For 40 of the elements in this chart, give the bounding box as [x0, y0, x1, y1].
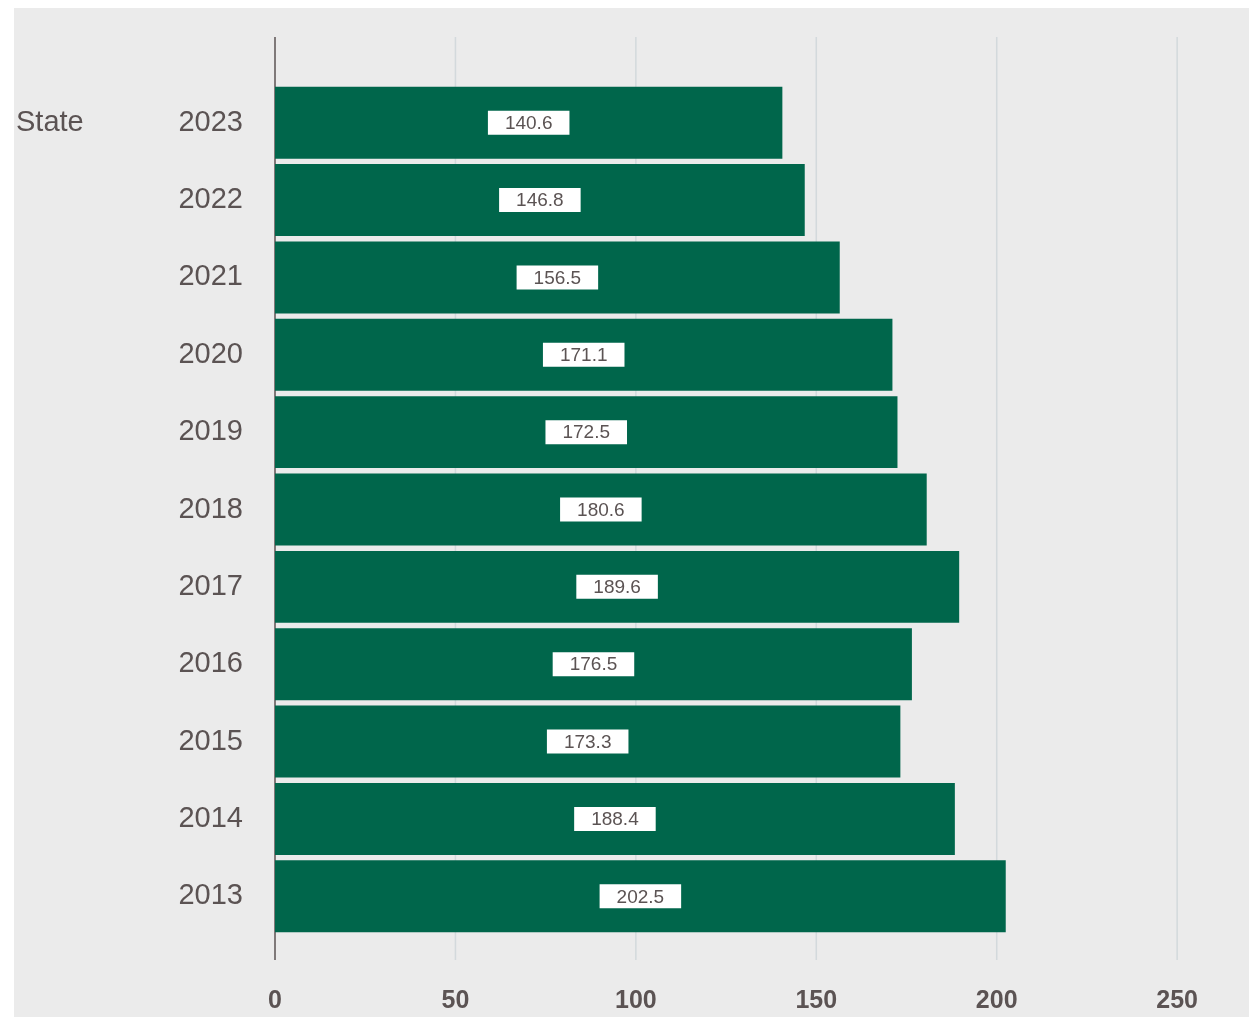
bar: [275, 705, 901, 778]
y-tick-label: 2016: [178, 646, 243, 679]
y-tick-label: 2018: [178, 491, 243, 524]
bar: [275, 396, 898, 469]
data-label: 202.5: [616, 885, 665, 907]
data-label: 140.6: [504, 111, 553, 133]
x-tick-label: 0: [268, 984, 282, 1013]
y-tick-label: 2019: [178, 414, 243, 447]
y-tick-label: 2023: [178, 104, 243, 137]
x-tick-label: 200: [975, 984, 1018, 1013]
y-axis-title: State: [16, 104, 84, 137]
bar: [275, 86, 783, 159]
y-tick-label: 2014: [178, 800, 243, 833]
y-tick-label: 2021: [178, 259, 243, 292]
x-tick-label: 150: [795, 984, 838, 1013]
data-label: 172.5: [562, 421, 611, 443]
data-label: 146.8: [516, 189, 564, 211]
bar: [275, 550, 960, 623]
x-tick-label: 250: [1156, 984, 1198, 1013]
data-label: 173.3: [563, 730, 612, 752]
data-label: 189.6: [593, 576, 641, 598]
bar: [275, 241, 840, 314]
data-label: 171.1: [559, 344, 608, 366]
bar: [275, 628, 912, 701]
y-tick-label: 2022: [178, 182, 243, 215]
x-tick-label: 100: [615, 984, 657, 1013]
bar: [275, 782, 955, 855]
data-label: 188.4: [591, 808, 640, 830]
data-label: 176.5: [569, 653, 618, 675]
bar: [275, 860, 1006, 933]
y-tick-label: 2020: [178, 336, 243, 369]
bar: [275, 473, 927, 546]
y-tick-label: 2013: [178, 878, 243, 911]
x-tick-label: 50: [441, 984, 470, 1013]
data-label: 156.5: [533, 266, 582, 288]
bar: [275, 164, 805, 237]
data-label: 180.6: [577, 498, 625, 520]
bar: [275, 318, 893, 391]
y-tick-label: 2017: [178, 568, 243, 601]
y-tick-label: 2015: [178, 723, 243, 756]
